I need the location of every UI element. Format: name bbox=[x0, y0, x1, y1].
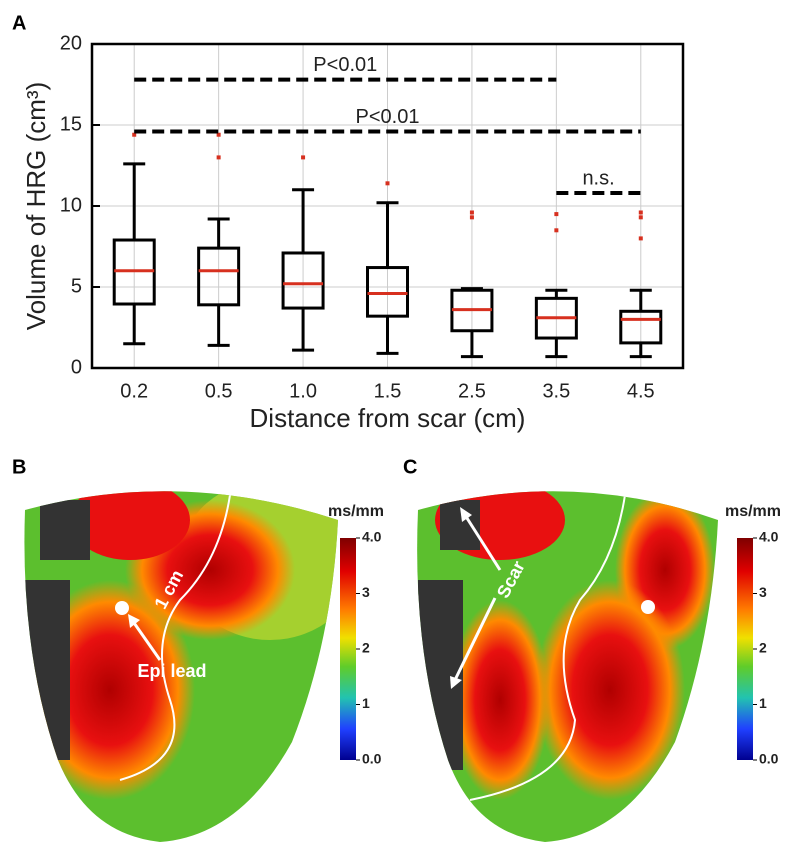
colorbar-tick-label: 4.0 bbox=[362, 529, 382, 545]
flier bbox=[301, 155, 306, 160]
y-tick-label: 15 bbox=[60, 113, 82, 135]
flier bbox=[216, 155, 221, 160]
flier bbox=[554, 212, 559, 217]
heart-b bbox=[24, 491, 338, 842]
colorbar-label: ms/mm bbox=[725, 503, 781, 520]
significance-label: P<0.01 bbox=[313, 54, 377, 76]
x-tick-label: 0.5 bbox=[205, 380, 233, 402]
flier bbox=[216, 132, 221, 137]
x-tick-label: 4.5 bbox=[627, 380, 655, 402]
arrowhead bbox=[450, 676, 462, 689]
y-tick-label: 10 bbox=[60, 194, 82, 216]
panel-label: B bbox=[12, 456, 26, 478]
arrow bbox=[463, 514, 502, 571]
arrowhead bbox=[128, 614, 140, 628]
flier bbox=[638, 210, 643, 215]
colorbar-label: ms/mm bbox=[328, 503, 384, 520]
flier bbox=[469, 215, 474, 220]
arrowhead bbox=[460, 507, 472, 522]
annotation: Epi lead bbox=[137, 661, 206, 681]
flier bbox=[554, 228, 559, 233]
panel-label: C bbox=[403, 456, 417, 478]
y-tick-label: 0 bbox=[71, 356, 82, 378]
colorbar-tick-label: 0.0 bbox=[362, 751, 382, 767]
flier bbox=[469, 210, 474, 215]
colorbar bbox=[340, 538, 356, 760]
y-axis-label: Volume of HRG (cm³) bbox=[21, 82, 51, 331]
flier bbox=[638, 236, 643, 241]
box bbox=[619, 309, 663, 345]
significance-label: P<0.01 bbox=[356, 106, 420, 128]
colorbar-tick-label: 0.0 bbox=[759, 751, 779, 767]
plot-frame bbox=[90, 42, 685, 370]
colorbar-tick-label: 2 bbox=[362, 640, 370, 656]
colorbar-tick-label: 3 bbox=[759, 584, 767, 600]
x-tick-label: 0.2 bbox=[120, 380, 148, 402]
colorbar-tick-label: 1 bbox=[759, 695, 767, 711]
lead-marker bbox=[641, 600, 655, 614]
box bbox=[197, 246, 241, 307]
x-tick-label: 3.5 bbox=[542, 380, 570, 402]
significance-label: n.s. bbox=[582, 167, 614, 189]
x-axis-label: Distance from scar (cm) bbox=[250, 403, 526, 433]
colorbar-tick-label: 1 bbox=[362, 695, 370, 711]
flier bbox=[638, 215, 643, 220]
x-tick-label: 1.5 bbox=[374, 380, 402, 402]
y-tick-label: 5 bbox=[71, 275, 82, 297]
y-tick-label: 20 bbox=[60, 32, 82, 54]
panel-label: A bbox=[12, 12, 26, 34]
flier bbox=[385, 181, 390, 186]
arrow bbox=[130, 619, 162, 661]
arrow bbox=[453, 597, 497, 681]
colorbar-tick-label: 2 bbox=[759, 640, 767, 656]
lead-marker bbox=[115, 601, 129, 615]
colorbar bbox=[737, 538, 753, 760]
box bbox=[366, 266, 409, 318]
x-tick-label: 2.5 bbox=[458, 380, 486, 402]
heart-c bbox=[417, 491, 718, 842]
colorbar-tick-label: 4.0 bbox=[759, 529, 779, 545]
box bbox=[281, 251, 325, 310]
colorbar-tick-label: 3 bbox=[362, 584, 370, 600]
heart-maps bbox=[24, 491, 718, 842]
x-tick-label: 1.0 bbox=[289, 380, 317, 402]
flier bbox=[132, 132, 137, 137]
